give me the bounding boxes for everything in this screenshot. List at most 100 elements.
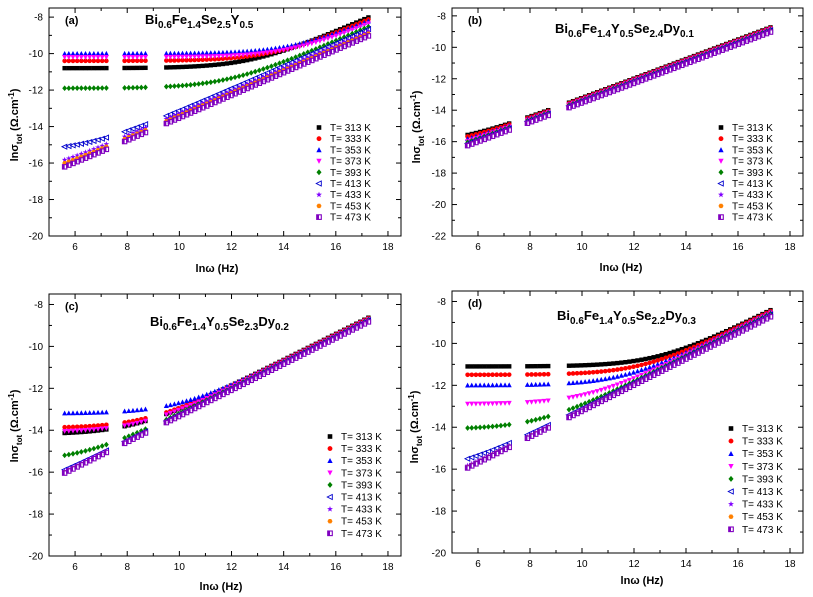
data-point bbox=[208, 50, 214, 56]
data-point bbox=[103, 426, 109, 431]
data-point bbox=[321, 37, 327, 43]
data-point-half bbox=[687, 60, 690, 65]
data-point bbox=[357, 31, 364, 38]
data-point-half bbox=[224, 390, 227, 395]
data-point-half bbox=[277, 364, 280, 369]
data-point bbox=[570, 371, 576, 376]
legend-label: T= 353 K bbox=[330, 145, 371, 156]
data-point bbox=[184, 50, 190, 56]
legend-marker bbox=[728, 438, 734, 444]
data-point bbox=[300, 56, 307, 62]
data-point bbox=[473, 372, 479, 378]
data-point bbox=[70, 428, 76, 434]
chart-title: Bi0.6Fe1.4Y0.5Se2.4Dy0.1 bbox=[555, 21, 694, 40]
data-point bbox=[122, 55, 128, 60]
data-point-half bbox=[623, 387, 626, 392]
data-point bbox=[66, 65, 72, 71]
data-point bbox=[498, 401, 504, 407]
data-point-half bbox=[695, 350, 698, 356]
data-point-half bbox=[236, 89, 240, 95]
data-point bbox=[473, 382, 479, 388]
data-point bbox=[578, 363, 584, 368]
data-point-half bbox=[687, 354, 690, 360]
data-point bbox=[333, 33, 339, 39]
data-point-half bbox=[122, 441, 125, 446]
data-point bbox=[103, 55, 109, 60]
data-point bbox=[74, 424, 80, 430]
y-tick-label: -10 bbox=[29, 49, 44, 60]
legend-marker bbox=[718, 125, 724, 130]
data-point bbox=[74, 428, 80, 434]
data-point bbox=[70, 55, 76, 60]
data-point bbox=[619, 360, 624, 365]
data-point bbox=[163, 54, 169, 60]
data-point bbox=[317, 38, 323, 44]
data-point bbox=[626, 377, 632, 383]
data-point-half bbox=[533, 431, 536, 437]
data-point bbox=[87, 446, 93, 453]
panel-a: 6 8 10 12 14 16 18 -20 -18 -16 -14 -12 -10 -8 (a) Bi0.6… bbox=[7, 7, 402, 275]
x-tick-label: 12 bbox=[628, 242, 640, 253]
series-333K bbox=[465, 25, 773, 139]
data-point bbox=[70, 65, 76, 71]
data-point-half bbox=[281, 70, 284, 75]
data-point-half bbox=[615, 87, 618, 92]
data-point bbox=[361, 25, 367, 32]
data-point bbox=[62, 429, 68, 434]
data-point bbox=[79, 424, 84, 429]
data-point bbox=[647, 355, 652, 361]
title-part: Fe bbox=[172, 12, 187, 27]
data-point bbox=[79, 65, 84, 71]
data-point bbox=[212, 94, 218, 101]
data-point bbox=[171, 409, 177, 415]
data-point bbox=[216, 93, 222, 99]
y-axis-label: lnσtot (Ω.cm-1) bbox=[409, 90, 426, 163]
data-point bbox=[87, 427, 93, 433]
title-part: Dy bbox=[665, 308, 682, 323]
data-point-half bbox=[752, 35, 755, 41]
data-point-half bbox=[715, 49, 719, 54]
data-point-half bbox=[200, 402, 203, 407]
data-point-half bbox=[83, 460, 86, 465]
data-point-half bbox=[172, 117, 175, 123]
data-point bbox=[590, 378, 596, 383]
title-subscript: 0.5 bbox=[620, 29, 634, 40]
data-point-half bbox=[220, 96, 223, 102]
title-part: Fe bbox=[582, 21, 597, 36]
data-point bbox=[651, 359, 656, 364]
data-point bbox=[481, 424, 487, 430]
series-473K bbox=[464, 29, 774, 149]
title-subscript: 0.1 bbox=[680, 29, 694, 40]
data-point bbox=[647, 364, 653, 370]
data-point bbox=[216, 77, 222, 84]
data-point-half bbox=[224, 95, 227, 100]
data-point bbox=[502, 401, 508, 406]
data-point-half bbox=[663, 69, 666, 74]
legend-marker-half bbox=[718, 214, 721, 220]
data-point-half bbox=[719, 48, 723, 53]
data-point bbox=[256, 75, 263, 82]
legend-label: T= 413 K bbox=[732, 179, 773, 190]
data-point bbox=[164, 58, 169, 63]
legend-marker bbox=[327, 506, 333, 512]
data-point bbox=[103, 50, 109, 56]
data-point bbox=[122, 408, 128, 414]
data-point-half bbox=[313, 56, 316, 61]
data-point bbox=[212, 54, 218, 59]
data-point bbox=[95, 423, 101, 428]
data-point-half bbox=[744, 38, 747, 44]
data-point bbox=[168, 58, 173, 63]
title-subscript: 0.2 bbox=[275, 322, 289, 333]
legend-marker bbox=[316, 158, 322, 164]
data-point bbox=[630, 369, 637, 375]
data-point-half bbox=[595, 94, 598, 100]
data-point bbox=[66, 451, 72, 458]
data-point-half bbox=[719, 338, 723, 344]
data-point bbox=[82, 410, 89, 416]
data-point bbox=[476, 451, 483, 458]
data-point bbox=[325, 36, 331, 42]
y-tick-label: -16 bbox=[432, 137, 447, 148]
data-point bbox=[83, 85, 88, 91]
data-point bbox=[268, 70, 275, 76]
data-point-half bbox=[346, 42, 349, 47]
